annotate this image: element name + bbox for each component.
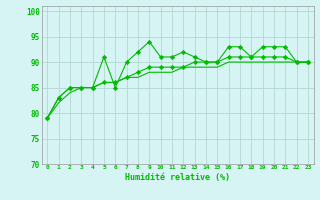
X-axis label: Humidité relative (%): Humidité relative (%) xyxy=(125,173,230,182)
